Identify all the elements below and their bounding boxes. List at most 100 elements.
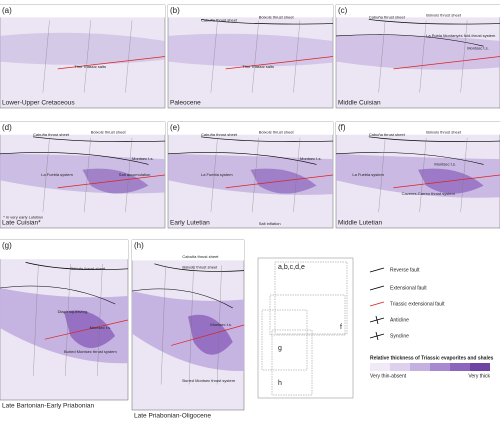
section-line: [419, 20, 427, 93]
legend-label: Very thick: [468, 373, 490, 379]
thrust: [335, 34, 484, 47]
section-line: [210, 137, 218, 213]
map-label: Diapir squeezing: [58, 309, 88, 314]
map-label: Montsec t.s.: [467, 45, 489, 50]
swatch: [390, 363, 410, 371]
map-label: Cabuña thrust sheet: [201, 132, 238, 137]
top-area: [0, 5, 165, 18]
map-label: La Fuebla system: [201, 172, 233, 177]
legend-title: Relative thickness of Triassic evaporite…: [370, 355, 494, 361]
index-label: g: [278, 345, 282, 352]
panel-letter: (c): [338, 6, 348, 15]
section-line: [419, 137, 427, 213]
section-line: [216, 265, 222, 385]
panel: (a) Lower-Upper Cretaceous Thin Triassic s…: [0, 4, 166, 109]
top-area: [168, 122, 333, 135]
index-label: a,b,c,d,e: [278, 264, 305, 271]
section-line: [125, 137, 133, 213]
triassic-fault: [44, 319, 129, 340]
index-label: h: [278, 380, 282, 387]
index-label: f: [340, 324, 342, 331]
swatch: [410, 363, 430, 371]
panel-title: Late Bartonian-Early Priabonian: [2, 403, 95, 410]
map-label: La Fuebla system: [41, 172, 73, 177]
thrust-front: [200, 19, 334, 25]
extensional-fault-symbol: [369, 285, 385, 291]
map-label: La Pobla Montanyès fold-thrust system: [426, 33, 496, 38]
panel-title: Late Cuisian*: [2, 220, 41, 227]
thrust: [0, 285, 116, 305]
thrust: [167, 152, 317, 165]
swatch: [470, 363, 490, 371]
evaporite-thick-zone: [0, 32, 165, 65]
map-label: Bóixols thrust sheet: [259, 14, 295, 19]
section-line: [293, 20, 301, 93]
triassic-fault: [393, 174, 500, 189]
section-line: [188, 265, 194, 385]
legend-label: Anticline: [390, 317, 409, 323]
section-line: [460, 137, 468, 213]
map-label: Bóixols thrust sheet: [91, 130, 127, 135]
triassic-fault-symbol: [369, 301, 385, 307]
swatch: [450, 363, 470, 371]
section-line: [252, 20, 259, 93]
thrust-front: [200, 136, 334, 142]
map-label: Cabuña thrust sheet: [182, 254, 219, 259]
map-label: Bóixols thrust sheet: [259, 130, 295, 135]
legend-label: Extensional fault: [390, 285, 427, 291]
triassic-fault: [225, 56, 334, 70]
top-area: [0, 240, 128, 260]
reverse-fault-symbol: [369, 267, 385, 273]
section-line: [97, 263, 103, 377]
panel-title: Lower-Upper Cretaceous: [2, 100, 75, 107]
triassic-fault: [171, 324, 245, 346]
map-label: Buried Montsec thrust system: [64, 349, 117, 354]
thrust-front: [32, 136, 166, 142]
legend-label: Syncline: [390, 333, 409, 339]
section-line: [42, 137, 50, 213]
swatch: [370, 363, 390, 371]
panel: (c) Middle Cuisian Cabuña thrust sheet Bóix…: [335, 4, 500, 109]
section-line: [293, 137, 301, 213]
legend-label: Triassic extensional fault: [390, 301, 445, 307]
panel-letter: (a): [2, 6, 12, 15]
map-label: Cabuña thrust sheet: [369, 14, 406, 19]
triassic-fault: [393, 56, 500, 70]
legend: Reverse fault Extensional fault Triassic…: [369, 267, 494, 379]
panel-letter: (b): [170, 6, 180, 15]
panel-letter: (g): [2, 241, 12, 250]
map-label: Montsec t.s.: [434, 161, 456, 166]
section-line: [125, 20, 133, 93]
section-line: [460, 20, 468, 93]
section-line: [33, 263, 39, 377]
section-line: [160, 265, 166, 385]
legend-label: Reverse fault: [390, 267, 420, 273]
map-label: Salt accumulation: [119, 172, 151, 177]
map-label: Cabuña thrust sheet: [369, 132, 406, 137]
thrust-front: [368, 19, 500, 25]
map-label: Buried Montsec thrust system: [182, 378, 235, 383]
index-frame: [257, 257, 354, 399]
syncline-symbol: [369, 331, 385, 341]
map-label: Caveres-Carreu thrust system: [402, 191, 456, 196]
evaporite-thick-zone: [168, 33, 333, 67]
section-line: [84, 137, 91, 213]
panel-title: Paleocene: [170, 100, 201, 107]
panel-letter: (h): [134, 241, 144, 250]
thrust: [335, 152, 484, 165]
map-label: Bóixols thrust sheet: [70, 266, 106, 271]
map-label: Montsec t.s.: [210, 322, 232, 327]
map-label: Bóixols thrust sheet: [426, 12, 462, 17]
section-line: [252, 137, 259, 213]
top-area: [336, 122, 500, 135]
extent: [271, 329, 313, 396]
swatch: [430, 363, 450, 371]
anticline-symbol: [369, 315, 385, 325]
thrust-front: [368, 136, 500, 142]
extent: [274, 261, 348, 335]
map-label: Thin Triassic salts: [74, 64, 106, 69]
map-label: Thin Triassic salts: [242, 64, 274, 69]
map-label: Cabuña thrust sheet: [201, 18, 238, 23]
panel-letter: (e): [170, 123, 180, 132]
